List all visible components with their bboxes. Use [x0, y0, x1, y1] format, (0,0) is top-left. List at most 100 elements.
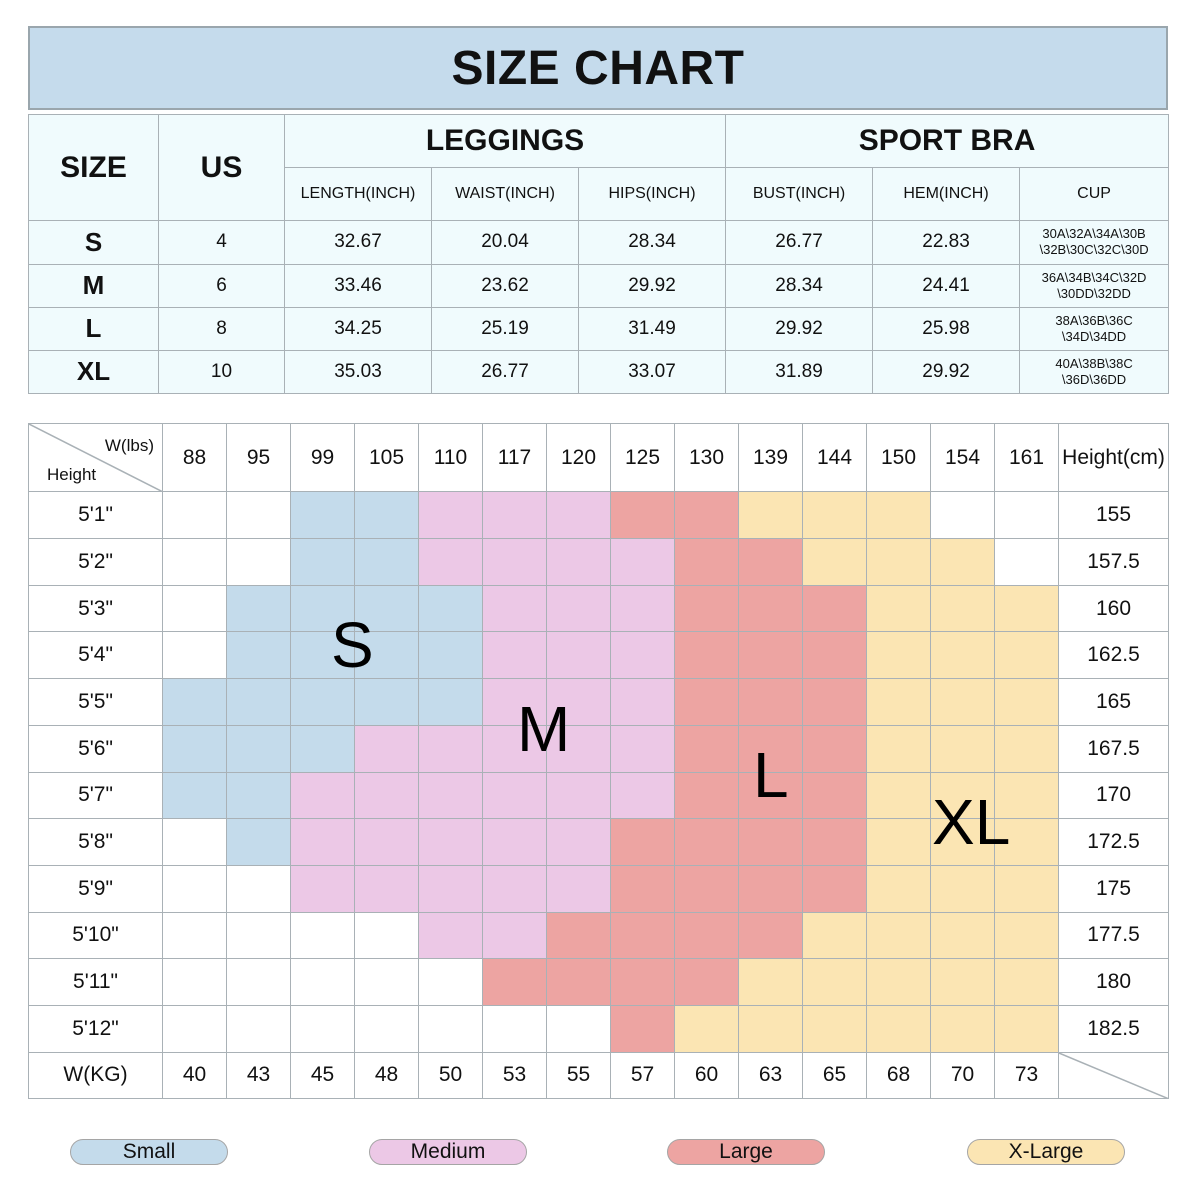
waist-cell: 25.19: [431, 306, 579, 351]
fit-cell-m: [482, 678, 547, 726]
fit-cell-xl: [866, 678, 931, 726]
height-ft-tick: 5'9": [28, 864, 163, 913]
fit-cell-xl: [930, 958, 995, 1007]
fit-cell-m: [290, 864, 355, 913]
height-cm-tick: 180: [1058, 958, 1169, 1007]
fit-cell-empty: [546, 1005, 611, 1053]
height-ft-tick: 5'12": [28, 1005, 163, 1053]
fit-cell-l: [610, 958, 675, 1007]
fit-cell-l: [610, 1005, 675, 1053]
height-cm-tick: 170: [1058, 771, 1169, 820]
height-cm-tick: 177.5: [1058, 911, 1169, 960]
axis-corner-cell: W(lbs) Height: [28, 422, 163, 493]
fit-cell-xl: [930, 678, 995, 726]
fit-cell-s: [226, 678, 291, 726]
fit-cell-xl: [802, 1005, 867, 1053]
fit-cell-l: [738, 584, 803, 633]
height-cm-header: Height(cm): [1058, 422, 1169, 493]
fit-cell-empty: [162, 538, 227, 586]
fit-cell-l: [802, 771, 867, 820]
fit-cell-xl: [994, 771, 1059, 820]
fit-cell-m: [610, 678, 675, 726]
fit-cell-empty: [994, 491, 1059, 539]
fit-cell-m: [482, 818, 547, 866]
height-row: 5'3" 160: [28, 584, 1169, 633]
height-cm-tick: 182.5: [1058, 1005, 1169, 1053]
weight-lbs-tick: 117: [482, 422, 547, 493]
fit-cell-m: [610, 631, 675, 680]
fit-cell-s: [418, 678, 483, 726]
fit-cell-empty: [162, 818, 227, 866]
fit-cell-xl: [802, 958, 867, 1007]
fit-cell-xl: [930, 771, 995, 820]
fit-cell-xl: [866, 724, 931, 773]
fit-cell-xl: [738, 1005, 803, 1053]
fit-cell-empty: [162, 958, 227, 1007]
legend-medium: Medium: [369, 1139, 527, 1165]
height-cm-tick: 155: [1058, 491, 1169, 539]
fit-cell-l: [674, 538, 739, 586]
fit-cell-l: [546, 958, 611, 1007]
hem-cell: 29.92: [872, 349, 1021, 395]
fit-cell-l: [802, 584, 867, 633]
fit-cell-s: [290, 584, 355, 633]
fit-cell-m: [482, 631, 547, 680]
height-cm-tick: 175: [1058, 864, 1169, 913]
weight-kg-tick: 65: [802, 1051, 867, 1100]
us-cell: 6: [158, 263, 285, 308]
fit-cell-empty: [354, 911, 419, 960]
fit-cell-s: [290, 491, 355, 539]
fit-cell-empty: [354, 958, 419, 1007]
fit-cell-s: [418, 584, 483, 633]
fit-cell-s: [290, 631, 355, 680]
fit-cell-xl: [994, 678, 1059, 726]
fit-cell-m: [418, 491, 483, 539]
us-cell: 4: [158, 220, 285, 265]
height-row: 5'11" 180: [28, 958, 1169, 1007]
height-ft-tick: 5'11": [28, 958, 163, 1007]
fit-cell-xl: [994, 631, 1059, 680]
fit-cell-l: [674, 864, 739, 913]
fit-cell-s: [354, 584, 419, 633]
cup-line: 36A\34B\34C\32D: [1041, 269, 1147, 285]
weight-lbs-tick: 105: [354, 422, 419, 493]
legend-large: Large: [667, 1139, 825, 1165]
fit-cell-m: [482, 491, 547, 539]
fit-cell-xl: [866, 1005, 931, 1053]
fit-cell-s: [162, 724, 227, 773]
weight-kg-tick: 57: [610, 1051, 675, 1100]
weight-lbs-tick: 99: [290, 422, 355, 493]
fit-cell-xl: [866, 771, 931, 820]
fit-cell-xl: [930, 818, 995, 866]
cup-line: \30DD\32DD: [1057, 285, 1131, 301]
size-row: S 4 32.67 20.04 28.34 26.77 22.83 30A\32A\34A\3…: [28, 220, 1170, 265]
bust-cell: 28.34: [725, 263, 874, 308]
leggings-header: LEGGINGS: [283, 113, 727, 169]
fit-cell-xl: [930, 911, 995, 960]
weight-lbs-tick: 125: [610, 422, 675, 493]
fit-grid-body: W(lbs) Height 88 95 99 105 110 117 120 125 130 139 1…: [28, 422, 1169, 1100]
cup-line: 40A\38B\38C: [1055, 355, 1133, 371]
fit-cell-xl: [866, 584, 931, 633]
height-row: 5'5" 165: [28, 678, 1169, 726]
fit-cell-m: [418, 538, 483, 586]
fit-cell-xl: [994, 864, 1059, 913]
fit-cell-xl: [994, 584, 1059, 633]
fit-cell-empty: [226, 958, 291, 1007]
fit-cell-xl: [738, 491, 803, 539]
fit-cell-l: [546, 911, 611, 960]
fit-cell-l: [738, 911, 803, 960]
fit-cell-m: [610, 771, 675, 820]
fit-cell-empty: [354, 1005, 419, 1053]
fit-cell-s: [418, 631, 483, 680]
weight-lbs-axis-label: W(lbs): [104, 436, 154, 455]
length-column-header: LENGTH(INCH): [284, 167, 432, 222]
cup-line: \32B\30C\32C\30D: [1039, 242, 1149, 258]
fit-cell-s: [290, 724, 355, 773]
weight-lbs-tick: 120: [546, 422, 611, 493]
fit-cell-l: [674, 911, 739, 960]
hem-cell: 25.98: [872, 306, 1021, 351]
fit-cell-xl: [674, 1005, 739, 1053]
fit-cell-l: [674, 678, 739, 726]
bust-cell: 29.92: [725, 306, 874, 351]
